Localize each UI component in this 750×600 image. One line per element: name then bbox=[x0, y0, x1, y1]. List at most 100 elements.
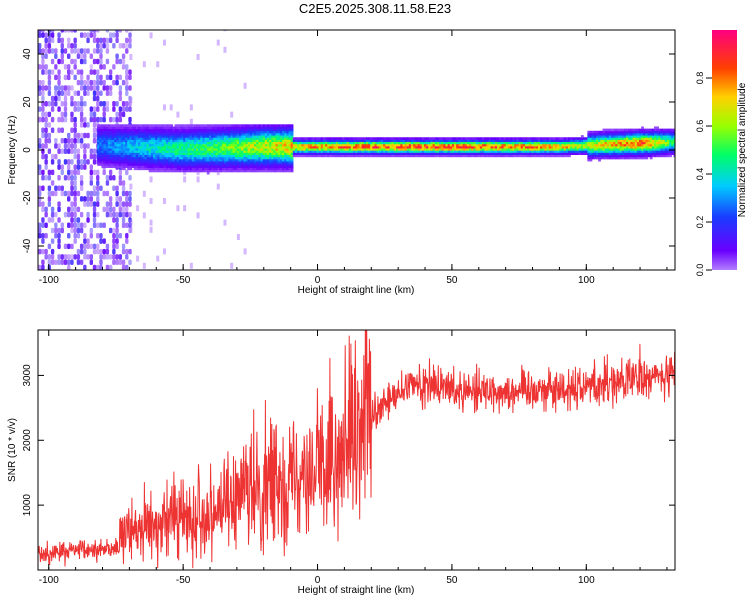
heatmap-cell bbox=[112, 243, 116, 250]
heatmap-cell bbox=[180, 135, 184, 138]
heatmap-cell bbox=[73, 196, 77, 202]
heatmap-cell bbox=[516, 137, 520, 140]
heatmap-cell bbox=[92, 111, 97, 118]
heatmap-cell bbox=[380, 141, 384, 145]
heatmap-cell bbox=[376, 141, 380, 145]
heatmap-cell bbox=[89, 180, 94, 186]
heatmap-cell bbox=[251, 145, 255, 149]
heatmap-cell bbox=[174, 163, 178, 166]
heatmap-cell bbox=[211, 141, 214, 145]
heatmap-cell bbox=[628, 128, 632, 132]
heatmap-cell bbox=[193, 165, 197, 168]
heatmap-cell bbox=[73, 127, 77, 133]
heatmap-cell bbox=[464, 152, 468, 155]
heatmap-cell bbox=[499, 152, 503, 155]
heatmap-cell bbox=[266, 167, 270, 171]
heatmap-cell bbox=[376, 148, 380, 151]
heatmap-cell bbox=[118, 58, 123, 65]
heatmap-cell bbox=[380, 154, 384, 158]
heatmap-cell bbox=[632, 128, 636, 132]
heatmap-cell bbox=[256, 156, 260, 160]
heatmap-cell bbox=[340, 145, 343, 149]
heatmap-cell bbox=[634, 148, 638, 151]
heatmap-cell bbox=[570, 145, 573, 149]
heatmap-cell bbox=[228, 135, 232, 138]
heatmap-cell bbox=[555, 145, 558, 149]
heatmap-cell bbox=[245, 150, 249, 153]
heatmap-cell bbox=[187, 124, 191, 127]
heatmap-cell bbox=[651, 152, 655, 155]
heatmap-cell bbox=[122, 132, 126, 136]
heatmap-cell bbox=[213, 130, 217, 134]
heatmap-cell bbox=[153, 135, 156, 138]
heatmap-cell bbox=[288, 135, 292, 138]
heatmap-cell bbox=[398, 139, 401, 143]
heatmap-cell bbox=[370, 137, 374, 140]
heatmap-cell bbox=[187, 152, 191, 155]
heatmap-cell bbox=[228, 169, 232, 173]
heatmap-cell bbox=[168, 154, 171, 158]
heatmap-cell bbox=[604, 130, 608, 134]
heatmap-cell bbox=[290, 158, 294, 162]
heatmap-cell bbox=[67, 74, 71, 81]
heatmap-cell bbox=[103, 126, 107, 130]
heatmap-cell bbox=[630, 139, 634, 143]
heatmap-cell bbox=[176, 143, 180, 147]
heatmap-cell bbox=[243, 156, 247, 160]
heatmap-cell bbox=[118, 254, 123, 260]
heatmap-cell bbox=[41, 217, 45, 223]
heatmap-cell bbox=[561, 141, 565, 145]
heatmap-cell bbox=[92, 90, 97, 96]
heatmap-cell bbox=[417, 154, 421, 158]
heatmap-cell bbox=[148, 130, 152, 134]
heatmap-cell bbox=[76, 106, 81, 112]
heatmap-cell bbox=[176, 205, 180, 212]
heatmap-cell bbox=[514, 139, 518, 143]
heatmap-cell bbox=[99, 222, 103, 228]
heatmap-cell bbox=[583, 148, 586, 151]
heatmap-cell bbox=[458, 152, 462, 155]
heatmap-cell bbox=[279, 161, 283, 164]
heatmap-cell bbox=[202, 141, 206, 145]
heatmap-cell bbox=[236, 163, 240, 166]
heatmap-cell bbox=[217, 135, 221, 138]
heatmap-cell bbox=[256, 152, 260, 155]
heatmap-cell bbox=[529, 143, 533, 147]
heatmap-cell bbox=[264, 165, 268, 168]
heatmap-cell bbox=[256, 135, 260, 138]
heatmap-cell bbox=[623, 139, 627, 143]
heatmap-cell bbox=[443, 141, 447, 145]
heatmap-cell bbox=[557, 148, 561, 151]
heatmap-cell bbox=[38, 169, 42, 176]
heatmap-cell bbox=[565, 137, 569, 140]
heatmap-cell bbox=[243, 163, 247, 166]
heatmap-cell bbox=[546, 141, 550, 145]
heatmap-cell bbox=[282, 143, 285, 147]
heatmap-cell bbox=[482, 143, 485, 147]
heatmap-cell bbox=[180, 132, 184, 136]
heatmap-cell bbox=[47, 264, 52, 270]
heatmap-cell bbox=[234, 135, 238, 138]
heatmap-cell bbox=[47, 254, 52, 260]
heatmap-cell bbox=[41, 90, 45, 96]
heatmap-cell bbox=[327, 137, 331, 140]
heatmap-cell bbox=[598, 148, 601, 151]
heatmap-cell bbox=[63, 64, 68, 70]
heatmap-cell bbox=[247, 139, 251, 143]
heatmap-cell bbox=[50, 211, 55, 218]
heatmap-cell bbox=[70, 227, 74, 234]
heatmap-cell bbox=[658, 132, 662, 136]
heatmap-cell bbox=[507, 137, 511, 140]
heatmap-cell bbox=[187, 145, 191, 149]
heatmap-cell bbox=[391, 141, 395, 145]
heatmap-cell bbox=[445, 152, 449, 155]
heatmap-cell bbox=[669, 148, 672, 151]
heatmap-cell bbox=[135, 124, 139, 127]
heatmap-cell bbox=[161, 132, 165, 136]
heatmap-cell bbox=[234, 161, 238, 164]
heatmap-cell bbox=[473, 150, 477, 153]
heatmap-cell bbox=[466, 143, 470, 147]
heatmap-cell bbox=[183, 128, 186, 132]
heatmap-cell bbox=[54, 227, 58, 234]
heatmap-cell bbox=[525, 145, 528, 149]
